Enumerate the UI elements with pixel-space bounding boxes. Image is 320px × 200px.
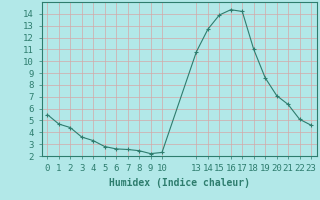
X-axis label: Humidex (Indice chaleur): Humidex (Indice chaleur) bbox=[109, 178, 250, 188]
